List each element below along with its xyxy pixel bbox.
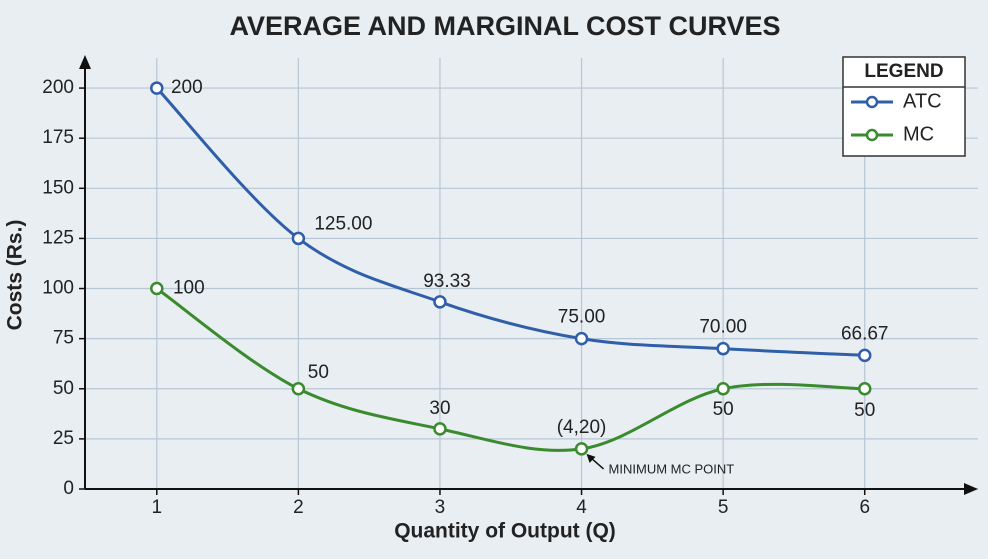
point [291, 382, 306, 396]
value-label: 50 [854, 400, 875, 421]
y-tick-label: 150 [42, 177, 74, 198]
point [150, 81, 164, 95]
annotation: MINIMUM MC POINT [609, 461, 735, 476]
point [574, 442, 589, 456]
value-label: 125.00 [314, 213, 372, 234]
point [857, 382, 872, 396]
y-tick-label: 0 [63, 478, 74, 499]
value-label: 50 [308, 362, 329, 383]
x-axis-arrow [964, 483, 978, 495]
chart-title: AVERAGE AND MARGINAL COST CURVES [229, 11, 780, 41]
value-label: (4,20) [557, 417, 607, 438]
y-tick-label: 200 [42, 77, 74, 98]
legend-items: ATC MC [851, 90, 942, 145]
x-tick-label: 5 [718, 497, 729, 518]
point [433, 295, 447, 309]
point [150, 281, 164, 296]
x-tick-label: 2 [293, 497, 304, 518]
y-axis-label: Costs (Rs.) [4, 220, 27, 331]
y-axis-arrow [79, 55, 91, 69]
value-label: 100 [173, 278, 205, 299]
point [716, 382, 730, 396]
point [857, 348, 872, 363]
y-tick-label: 50 [53, 378, 74, 399]
x-tick-label: 3 [435, 497, 446, 518]
legend-title: LEGEND [864, 61, 943, 82]
y-tick-label: 25 [53, 428, 74, 449]
value-label: 70.00 [699, 317, 747, 338]
x-tick-label: 6 [859, 497, 870, 518]
legend-marker [865, 95, 879, 109]
y-tick-label: 125 [42, 227, 74, 248]
value-label: 200 [171, 77, 203, 98]
value-label: 75.00 [558, 307, 606, 328]
point [433, 422, 447, 436]
legend-marker [865, 128, 879, 142]
value-label: 50 [713, 399, 734, 420]
legend: LEGEND ATC MC [842, 56, 966, 157]
x-tick-label: 1 [152, 497, 163, 518]
annotation-arrowhead [586, 453, 596, 463]
x-tick-label: 4 [576, 497, 587, 518]
value-label: 66.67 [841, 323, 889, 344]
point [574, 331, 589, 346]
y-tick-label: 100 [42, 278, 74, 299]
legend-label: ATC [903, 90, 942, 112]
y-tick-label: 75 [53, 328, 74, 349]
legend-label: MC [903, 123, 934, 145]
value-label: 93.33 [423, 271, 471, 292]
x-axis-label: Quantity of Output (Q) [394, 520, 616, 543]
y-tick-label: 175 [42, 127, 74, 148]
point [716, 341, 730, 356]
plot: 200 125.00 93.33 75.00 70.00 66.67 100 50 30 (4,2… [150, 77, 889, 476]
legend-box [842, 56, 966, 157]
point [291, 231, 306, 246]
value-label: 30 [429, 398, 450, 419]
grid: 0 25 50 75 100 125 150 175 200 1 2 3 4 5 6 [42, 58, 978, 518]
axes [79, 55, 978, 495]
